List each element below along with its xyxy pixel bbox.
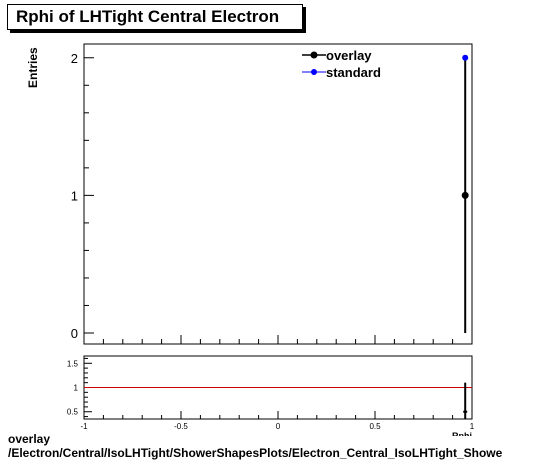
y-tick-label: 1 [71, 188, 78, 203]
y-tick-label: 0 [71, 326, 78, 341]
ratio-x-tick-label: -1 [80, 422, 88, 431]
chart-title-box: Rphi of LHTight Central Electron [7, 4, 303, 30]
x-axis-label: Rphi [452, 431, 472, 441]
legend: overlay standard [302, 48, 381, 80]
y-tick-label: 2 [71, 51, 78, 66]
legend-standard-label: standard [326, 65, 381, 80]
main-panel: 0 1 2 overlay standard [71, 43, 473, 345]
main-axis-ticks: 0 1 2 [71, 51, 473, 344]
ratio-x-tick-label: 0.5 [369, 422, 381, 431]
legend-overlay-marker [310, 51, 318, 59]
main-data-marks [461, 54, 469, 333]
data-point-standard [462, 54, 469, 61]
main-frame [83, 43, 473, 345]
ratio-data-marks [84, 382, 472, 419]
footer-line-2: /Electron/Central/IsoLHTight/ShowerShape… [8, 446, 503, 460]
ratio-y-tick-label: 1.5 [67, 359, 79, 368]
ratio-x-tick-label: 1 [470, 422, 475, 431]
data-point-overlay [461, 191, 469, 199]
chart-title: Rphi of LHTight Central Electron [16, 7, 280, 26]
ratio-y-tick-label: 0.5 [67, 408, 79, 417]
ratio-y-tick-label: 1 [74, 384, 79, 393]
ratio-x-tick-label: -0.5 [174, 422, 188, 431]
footer-line-1: overlay [8, 432, 51, 446]
legend-standard-marker [311, 69, 317, 75]
ratio-x-tick-label: 0 [276, 422, 281, 431]
legend-overlay-label: overlay [326, 48, 372, 63]
y-axis-label: Entries [26, 47, 40, 88]
ratio-panel: 0.5 1 1.5 -1 -0.5 0 0.5 1 Rphi [67, 355, 475, 441]
ratio-axis-ticks: 0.5 1 1.5 -1 -0.5 0 0.5 1 [67, 357, 475, 431]
footer-caption: overlay /Electron/Central/IsoLHTight/Sho… [8, 432, 502, 460]
